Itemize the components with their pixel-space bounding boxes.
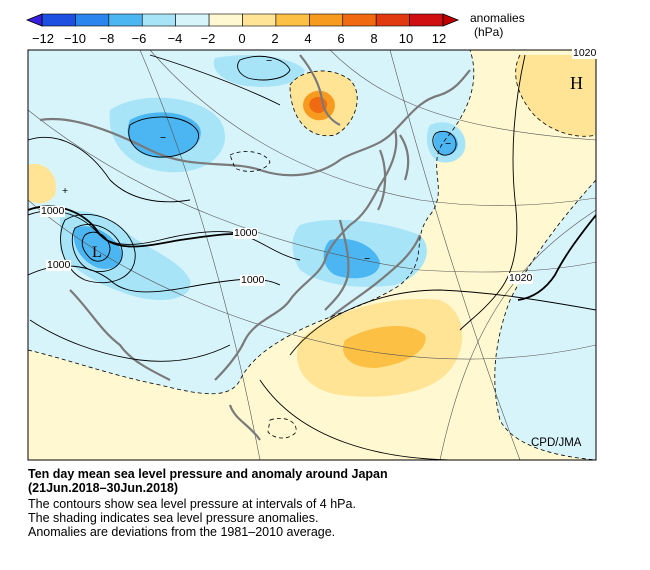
negative-anomaly-core	[127, 112, 201, 158]
isobar-1020	[517, 214, 596, 301]
anomaly-sign-label: −	[266, 55, 273, 67]
anomaly-sign-label: −	[160, 132, 167, 144]
colorbar-tick-label: −2	[201, 31, 216, 46]
colorbar-cells	[41, 13, 444, 27]
negative-anomaly-core	[73, 226, 123, 269]
isobar-label: 1000	[240, 274, 266, 286]
negative-anomaly-core	[433, 130, 458, 156]
colorbar-title: anomalies (hPa)	[470, 11, 525, 39]
positive-anomaly-core	[343, 325, 426, 368]
colorbar-tick-label: 2	[271, 31, 278, 46]
negative-anomaly-area	[213, 55, 305, 87]
caption-shading: The shading indicates sea level pressure…	[28, 511, 319, 525]
credit-label: CPD/JMA	[531, 437, 582, 449]
zero-anomaly-contour	[28, 50, 596, 460]
high-pressure-label: H	[570, 73, 583, 93]
colorbar-right-arrow	[442, 13, 460, 27]
colorbar-tick-label: −6	[132, 31, 147, 46]
negative-anomaly-core	[323, 238, 380, 279]
isobar-label: 1020	[572, 47, 598, 59]
anomaly-sign-label: −	[445, 138, 452, 150]
colorbar-tick-label: −12	[32, 31, 54, 46]
isobar-label: 1000	[233, 227, 259, 239]
colorbar-title-line1: anomalies	[470, 11, 525, 25]
anomaly-sign-label: −	[364, 253, 371, 265]
low-pressure-label: L	[92, 244, 102, 261]
positive-anomaly-area	[28, 164, 56, 204]
colorbar-tick-label: −4	[168, 31, 183, 46]
isobar-1000	[28, 205, 251, 248]
caption-anomaly-basis: Anomalies are deviations from the 1981–2…	[28, 525, 336, 539]
colorbar-left-arrow	[25, 13, 43, 27]
colorbar-tick-label: 10	[399, 31, 413, 46]
map-frame	[27, 49, 597, 461]
colorbar-tick-label: 6	[337, 31, 344, 46]
positive-anomaly-area	[515, 55, 596, 137]
isobar-label: 1020	[508, 272, 534, 284]
isobar-label: 1000	[46, 259, 72, 271]
colorbar-tick-label: 8	[370, 31, 377, 46]
colorbar-tick-label: 4	[304, 31, 311, 46]
isobar-label: 1000	[40, 205, 66, 217]
caption-title: Ten day mean sea level pressure and anom…	[28, 467, 388, 481]
colorbar-tick-label: 0	[238, 31, 245, 46]
anomaly-sign-label: +	[62, 185, 69, 197]
graticule	[28, 50, 596, 460]
colorbar-tick-label: −8	[100, 31, 115, 46]
colorbar-tick-label: −10	[64, 31, 86, 46]
colorbar-tick-label: 12	[432, 31, 446, 46]
caption-period: (21Jun.2018–30Jun.2018)	[28, 481, 179, 495]
anomaly-colorbar: −12 −10 −8 −6 −4 −2 0 2 4 6 8 10 12	[25, 13, 460, 46]
pressure-map	[27, 49, 597, 461]
coastlines	[39, 54, 471, 441]
caption-contours: The contours show sea level pressure at …	[28, 497, 356, 511]
colorbar-title-units: (hPa)	[474, 25, 504, 39]
